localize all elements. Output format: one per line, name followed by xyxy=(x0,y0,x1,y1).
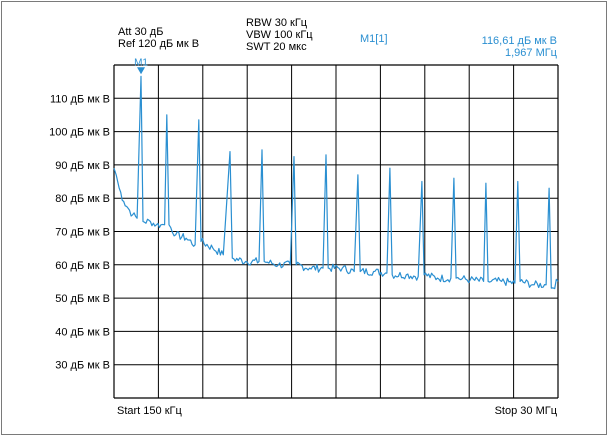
reference-level-readout: Ref 120 дБ мк В xyxy=(118,38,200,50)
marker-level-readout: 116,61 дБ мк В xyxy=(481,35,557,47)
spectrum-trace xyxy=(113,75,559,290)
y-tick-labels: 30 дБ мк В 40 дБ мк В 50 дБ мк В 60 дБ мк В… xyxy=(49,93,110,371)
start-frequency-label: Start 150 кГц xyxy=(117,405,182,417)
trace-layer xyxy=(113,75,559,290)
attenuation-readout: Att 30 дБ xyxy=(118,26,164,38)
y-tick-label: 90 дБ мк В xyxy=(55,160,110,172)
rbw-readout: RBW 30 кГц xyxy=(246,17,308,29)
y-tick-label: 40 дБ мк В xyxy=(55,326,110,338)
grid xyxy=(113,64,559,399)
marker-id-readout: M1[1] xyxy=(360,33,388,45)
marker-m1-label: M1 xyxy=(134,57,148,68)
marker-frequency-readout: 1,967 МГц xyxy=(504,47,557,59)
y-tick-label: 30 дБ мк В xyxy=(55,360,110,372)
sweep-time-readout: SWT 20 мкс xyxy=(246,41,307,53)
y-tick-label: 80 дБ мк В xyxy=(55,193,110,205)
marker-layer: M1 xyxy=(134,57,148,75)
stop-frequency-label: Stop 30 МГц xyxy=(494,405,557,417)
y-tick-label: 50 дБ мк В xyxy=(55,293,110,305)
y-tick-label: 100 дБ мк В xyxy=(49,127,110,139)
marker-m1-triangle xyxy=(137,67,146,75)
y-tick-label: 60 дБ мк В xyxy=(55,260,110,272)
y-tick-label: 110 дБ мк В xyxy=(50,93,110,105)
vbw-readout: VBW 100 кГц xyxy=(246,29,313,41)
y-tick-label: 70 дБ мк В xyxy=(55,227,110,239)
